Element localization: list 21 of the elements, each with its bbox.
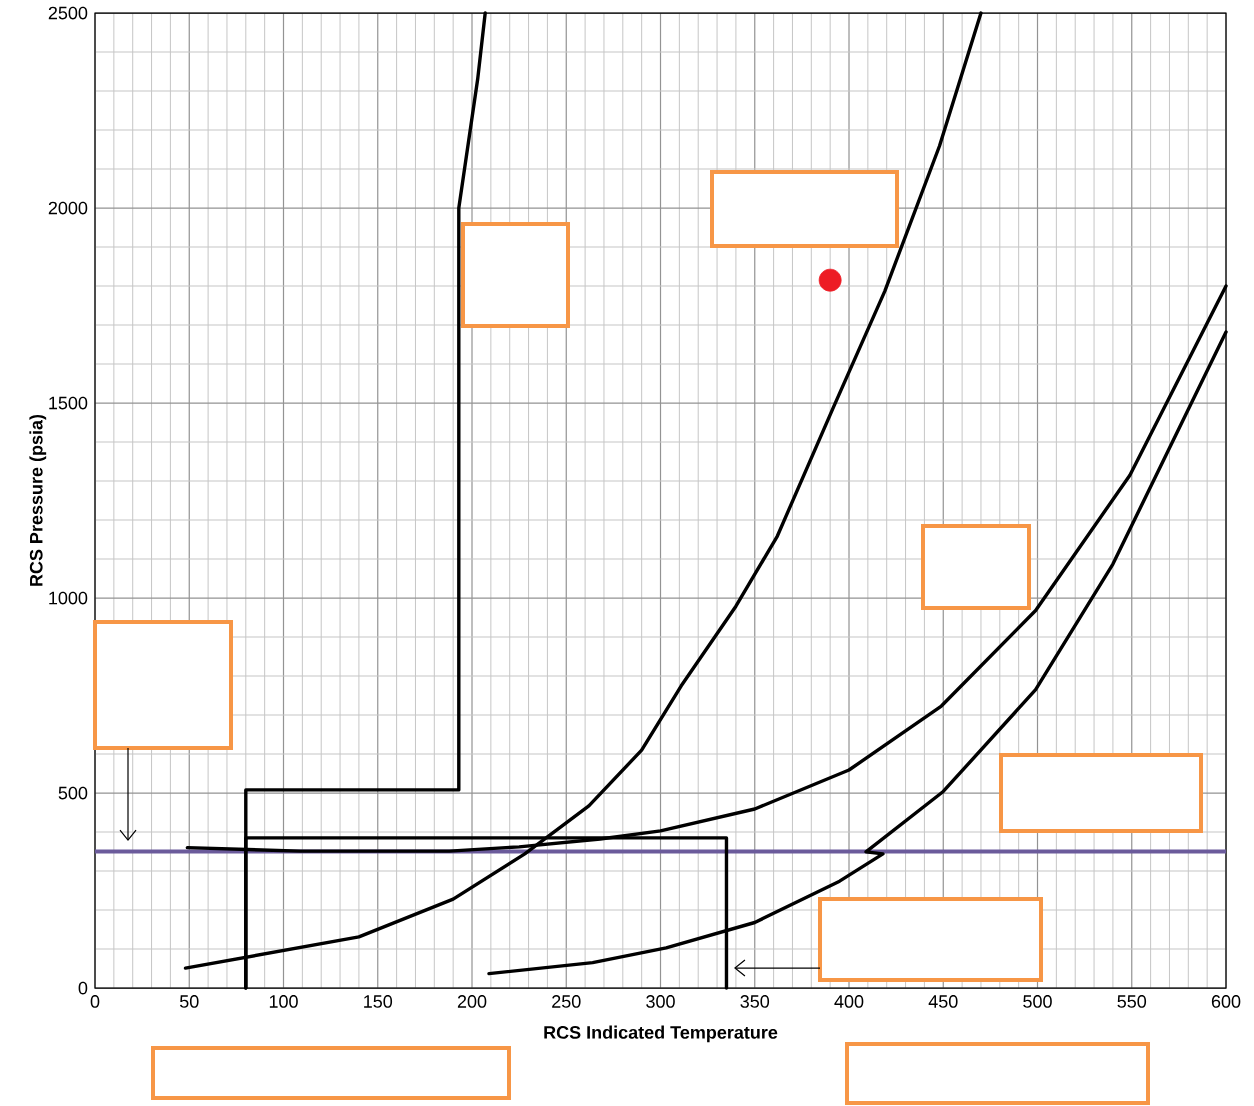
x-tick-label: 0 bbox=[90, 995, 100, 1008]
x-tick-label: 450 bbox=[928, 995, 958, 1008]
x-tick-label: 350 bbox=[740, 995, 770, 1008]
y-tick-label: 2000 bbox=[48, 201, 88, 215]
x-tick-label: 250 bbox=[552, 995, 581, 1008]
x-tick-label: 600 bbox=[1211, 995, 1241, 1008]
x-axis-title: RCS Indicated Temperature bbox=[544, 1025, 778, 1043]
y-tick-label: 1500 bbox=[49, 396, 88, 410]
y-tick-label: 1000 bbox=[49, 591, 88, 605]
x-tick-label: 550 bbox=[1117, 995, 1147, 1008]
x-tick-label: 100 bbox=[269, 995, 298, 1008]
x-tick-label: 400 bbox=[834, 995, 864, 1008]
x-tick-label: 150 bbox=[364, 995, 393, 1008]
y-tick-label: 500 bbox=[58, 786, 88, 800]
x-tick-label: 200 bbox=[457, 995, 487, 1008]
y-tick-label: 0 bbox=[78, 981, 88, 995]
y-axis-title: RCS Pressure (psia) bbox=[29, 414, 47, 586]
x-tick-label: 500 bbox=[1023, 995, 1052, 1008]
x-tick-label: 300 bbox=[646, 995, 675, 1008]
y-tick-label: 2500 bbox=[48, 6, 88, 20]
x-tick-label: 50 bbox=[179, 995, 199, 1008]
